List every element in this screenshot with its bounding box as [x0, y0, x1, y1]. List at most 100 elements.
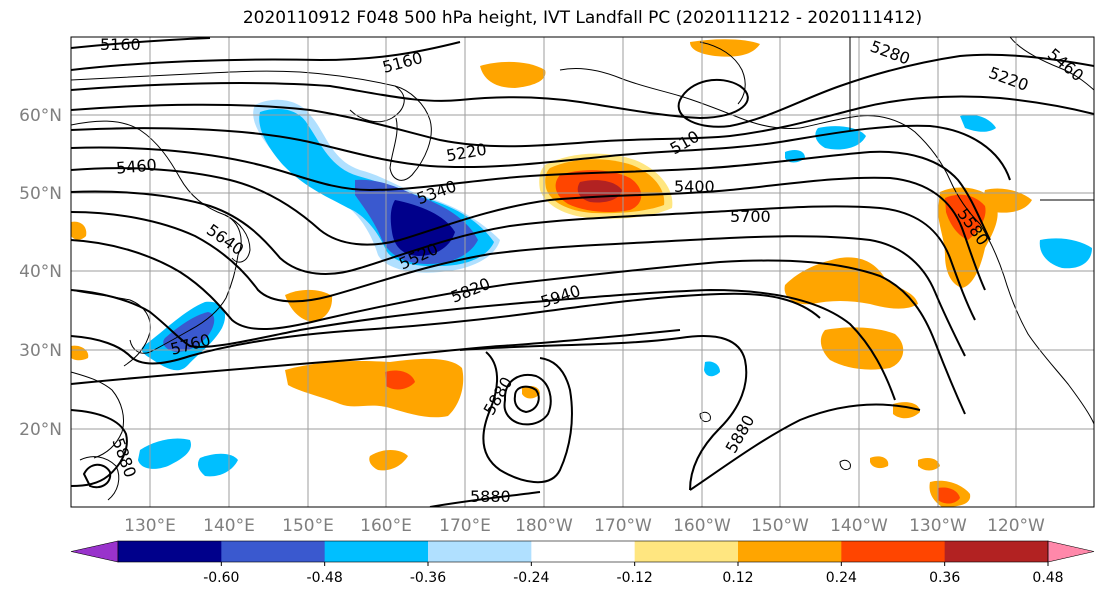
coastlines: [71, 37, 1094, 501]
colorbar-tick-label: 0.48: [1032, 570, 1063, 586]
colorbar-swatch: [634, 541, 739, 562]
contour-label: 5700: [730, 207, 771, 226]
contour-line: [71, 190, 976, 321]
colorbar-tick-label: 0.36: [929, 570, 960, 586]
coastline-canada-west: [799, 115, 981, 225]
contour-line: [459, 335, 748, 491]
colorbar-tick-label: 0.12: [722, 570, 753, 586]
colorbar-tick-label: 0.24: [826, 570, 857, 586]
contour-line: [71, 167, 986, 291]
positive-anomaly-region: [480, 61, 546, 88]
positive-anomaly-region: [285, 358, 464, 418]
map-background: [71, 37, 1094, 507]
coastline-kamchatka: [389, 85, 432, 181]
contour-line: [503, 374, 552, 426]
colorbar-swatch: [738, 541, 842, 562]
negative-anomaly-region: [197, 453, 238, 477]
coastline-asia-east: [71, 120, 242, 256]
contour-line: [71, 146, 991, 241]
colorbar: -0.60 -0.48 -0.36 -0.24 -0.12 0.12 0.24 0.36 0.4…: [70, 540, 1095, 586]
height-contours: [71, 37, 1094, 507]
negative-anomaly-region: [815, 126, 866, 150]
contour-label: 5880: [470, 487, 511, 506]
colorbar-outline: [117, 540, 1049, 563]
map-border: [70, 36, 1095, 508]
contour-line: [71, 41, 461, 71]
contour-line: [71, 409, 128, 487]
positive-anomaly-region: [784, 257, 918, 309]
coastline-sakhalin: [224, 214, 251, 263]
lon-label: 130°E: [124, 516, 176, 536]
negative-anomaly-region: [1039, 238, 1092, 269]
contour-line: [71, 53, 1094, 128]
contour-line: [71, 329, 681, 385]
contour-line: [71, 124, 1011, 181]
coastline-japan: [129, 254, 239, 354]
coastline-island: [699, 411, 711, 423]
contour-line: [71, 288, 896, 401]
positive-anomaly-region: [385, 370, 415, 390]
colorbar-tick-label: -0.24: [513, 570, 549, 586]
contour-line: [429, 491, 541, 507]
lon-label: 170°W: [594, 516, 652, 536]
colorbar-swatch: [428, 541, 532, 562]
lon-label: 150°E: [282, 516, 334, 536]
positive-anomaly-region: [870, 456, 889, 469]
coastline-philippines: [79, 456, 120, 501]
colorbar-extend-left: [70, 540, 119, 563]
coastline-korea: [71, 289, 151, 367]
lon-label: 150°W: [751, 516, 809, 536]
contour-line: [71, 292, 821, 365]
lon-label: 160°E: [360, 516, 412, 536]
colorbar-swatch: [118, 541, 222, 562]
positive-anomaly-region: [71, 345, 89, 361]
coastline-china-south: [71, 371, 125, 459]
contour-line: [71, 95, 1094, 148]
colorbar-tick-label: -0.12: [617, 570, 653, 586]
lon-label: 170°E: [439, 516, 491, 536]
positive-anomaly-region: [71, 221, 87, 240]
map-title: 2020110912 F048 500 hPa height, IVT Land…: [242, 8, 923, 28]
lon-label: 160°W: [673, 516, 731, 536]
lat-label: 40°N: [19, 262, 62, 282]
contour-line: [482, 351, 573, 484]
contour-label: 5160: [100, 35, 141, 54]
latitude-labels: 60°N 50°N 40°N 30°N 20°N: [19, 106, 62, 440]
colorbar-extend-right: [1047, 540, 1095, 563]
lon-label: 130°W: [909, 516, 967, 536]
contour-line: [689, 403, 921, 491]
negative-anomaly-region: [704, 361, 720, 377]
colorbar-swatch: [531, 541, 636, 562]
colorbar-swatch: [944, 541, 1049, 562]
contour-line: [71, 211, 966, 357]
coastline-island: [839, 459, 851, 471]
negative-anomaly-region: [163, 312, 215, 352]
lon-label: 180°W: [515, 516, 573, 536]
positive-anomaly-region: [918, 458, 940, 471]
coastline-russia: [71, 70, 405, 123]
negative-anomaly-region: [138, 438, 191, 469]
lat-label: 30°N: [19, 341, 62, 361]
coastline-us-west: [979, 223, 1094, 425]
lon-label: 140°E: [203, 516, 255, 536]
contour-line: [82, 463, 112, 489]
contour-line: [71, 239, 966, 415]
longitude-labels: 130°E 140°E 150°E 160°E 170°E 180°W 170°…: [124, 516, 1045, 536]
positive-anomaly-region: [369, 450, 408, 471]
colorbar-swatch: [841, 541, 946, 562]
positive-anomaly-region: [820, 327, 904, 370]
lat-label: 20°N: [19, 420, 62, 440]
coastline-alaska-south: [559, 67, 801, 129]
colorbar-tick-label: -0.48: [307, 570, 343, 586]
contour-line: [71, 37, 211, 49]
lat-label: 60°N: [19, 106, 62, 126]
positive-anomaly-region: [945, 194, 986, 240]
contour-line: [513, 385, 540, 414]
lon-label: 140°W: [830, 516, 888, 536]
negative-anomaly-region: [960, 114, 996, 132]
contour-label: 5400: [674, 177, 715, 196]
lon-label: 120°W: [987, 516, 1045, 536]
colorbar-tick-label: -0.36: [410, 570, 446, 586]
colorbar-tick-label: -0.60: [203, 570, 239, 586]
